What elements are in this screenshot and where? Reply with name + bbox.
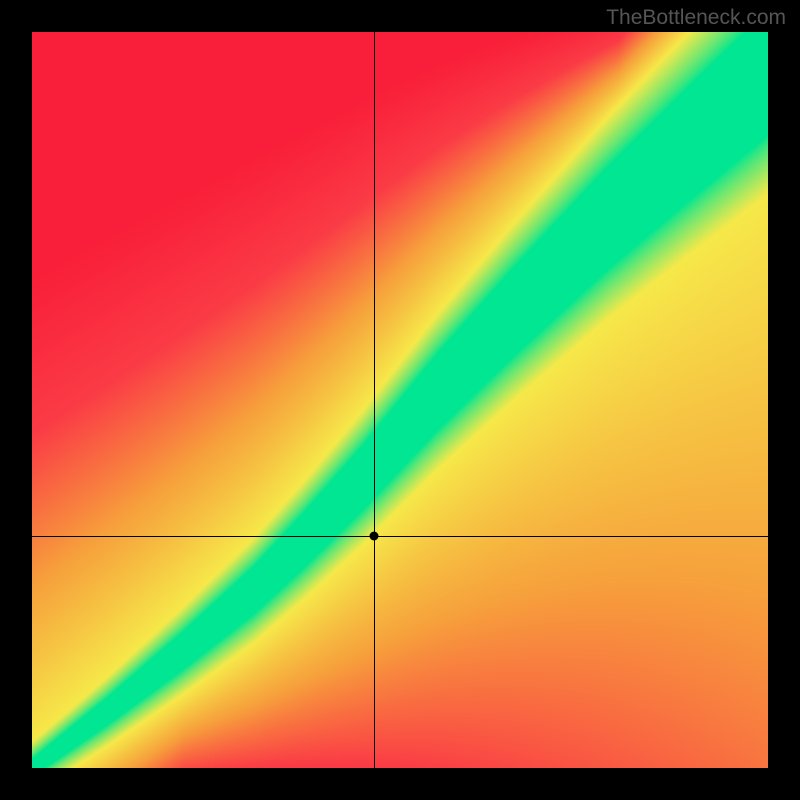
- chart-frame: TheBottleneck.com: [0, 0, 800, 800]
- crosshair-marker: [370, 532, 379, 541]
- crosshair-horizontal: [32, 536, 768, 537]
- heatmap-canvas: [32, 32, 768, 768]
- heatmap-plot: [32, 32, 768, 768]
- attribution-text: TheBottleneck.com: [606, 6, 786, 30]
- crosshair-vertical: [374, 32, 375, 768]
